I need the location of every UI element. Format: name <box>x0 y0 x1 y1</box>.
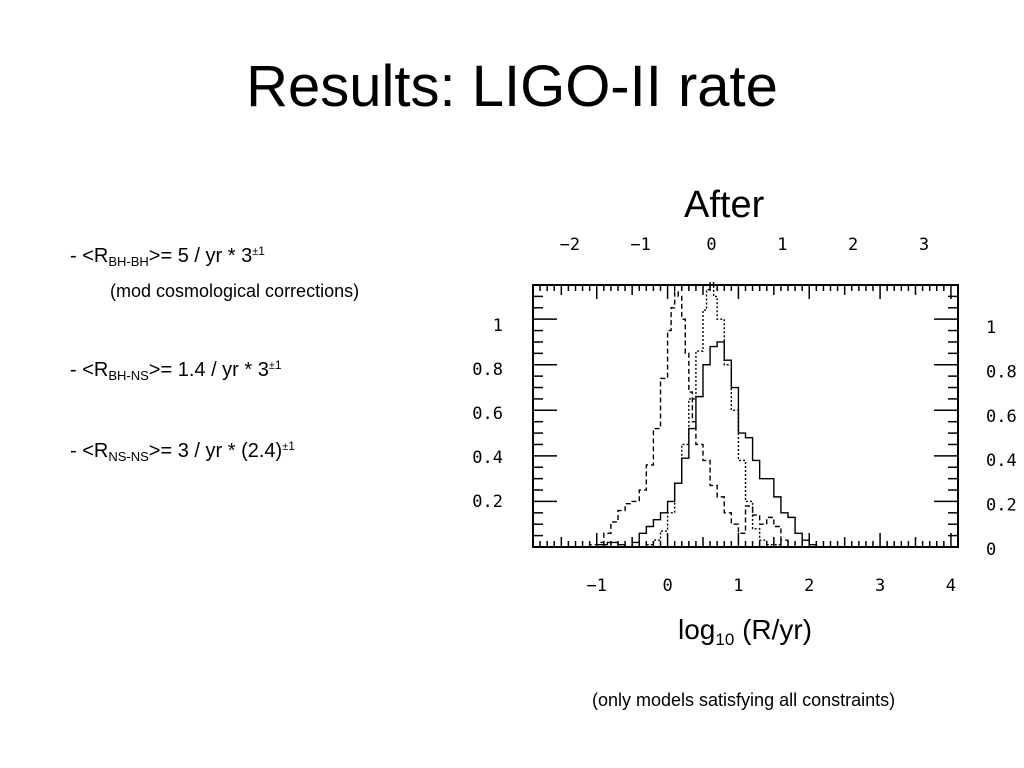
x-tick-label-bottom: −1 <box>587 576 607 596</box>
bullet-ns-ns: - <RNS-NS>= 3 / yr * (2.4)±1 <box>70 439 295 464</box>
axis-tick-labels: −1 0 1 2 3 4 −2 −1 0 1 2 3 0.2 0.4 0.6 0.8 1 0 0.2 0.4 0.6 0.… <box>472 235 1016 596</box>
bullet-exponent: 1 <box>274 358 282 372</box>
bullet-bh-bh: - <RBH-BH>= 5 / yr * 3±1 <box>70 244 265 269</box>
plot-frame <box>532 284 959 548</box>
bullet-text: >= 1.4 / yr * 3 <box>148 359 269 381</box>
plus-minus-sign: ± <box>268 360 275 372</box>
chart-series <box>533 282 831 548</box>
y-tick-label-right: 0.4 <box>986 451 1017 471</box>
bullet-prefix: - <R <box>70 440 109 462</box>
bullet-text: >= 3 / yr * (2.4) <box>148 440 283 462</box>
y-tick-label-left: 1 <box>493 316 503 336</box>
plus-minus-sign: ± <box>252 246 259 258</box>
y-tick-label-left: 0.4 <box>472 448 503 468</box>
x-axis-label-subscript: 10 <box>715 630 735 649</box>
x-tick-label-top: 2 <box>848 235 858 255</box>
bullet-subscript: BH-NS <box>108 368 149 383</box>
x-axis-label: log10 (R/yr) <box>678 614 812 650</box>
y-tick-label-left: 0.6 <box>472 404 503 424</box>
footnote: (only models satisfying all constraints) <box>592 690 896 710</box>
x-axis-label-main: log <box>678 614 716 645</box>
y-tick-label-right: 0.8 <box>986 362 1017 382</box>
bullet-subscript: NS-NS <box>108 449 149 464</box>
x-tick-label-top: 0 <box>706 235 716 255</box>
slide-title: Results: LIGO-II rate <box>246 54 778 119</box>
x-tick-label-bottom: 3 <box>875 576 885 596</box>
bullet-exponent: 1 <box>258 244 265 258</box>
x-axis-label-unit: (R/yr) <box>734 614 813 645</box>
dashed-curve <box>533 291 810 548</box>
x-tick-label-top: −1 <box>630 235 650 255</box>
dotted-curve <box>533 282 810 548</box>
bullet-subscript: BH-BH <box>108 254 149 269</box>
axis-ticks <box>532 284 959 547</box>
y-tick-label-right: 0.2 <box>986 496 1017 516</box>
bullet-bh-ns: - <RBH-NS>= 1.4 / yr * 3±1 <box>70 358 282 383</box>
x-tick-label-bottom: 2 <box>804 576 814 596</box>
bullet-note: (mod cosmological corrections) <box>110 281 360 301</box>
bullet-text: >= 5 / yr * 3 <box>148 245 253 267</box>
bullet-prefix: - <R <box>70 245 109 267</box>
x-tick-label-top: −2 <box>560 235 580 255</box>
solid-curve <box>533 341 831 548</box>
y-tick-label-right: 0 <box>986 540 996 560</box>
y-tick-label-left: 0.2 <box>472 492 503 512</box>
y-tick-label-right: 0.6 <box>986 407 1017 427</box>
bullet-exponent: 1 <box>288 439 295 453</box>
y-tick-label-left: 0.8 <box>472 360 503 380</box>
y-tick-label-right: 1 <box>986 318 996 338</box>
x-tick-label-top: 1 <box>777 235 787 255</box>
plus-minus-sign: ± <box>282 441 289 453</box>
x-tick-label-bottom: 4 <box>946 576 956 596</box>
x-tick-label-bottom: 0 <box>662 576 672 596</box>
bullet-prefix: - <R <box>70 359 109 381</box>
chart-title: After <box>684 184 765 226</box>
x-tick-label-top: 3 <box>919 235 929 255</box>
x-tick-label-bottom: 1 <box>733 576 743 596</box>
